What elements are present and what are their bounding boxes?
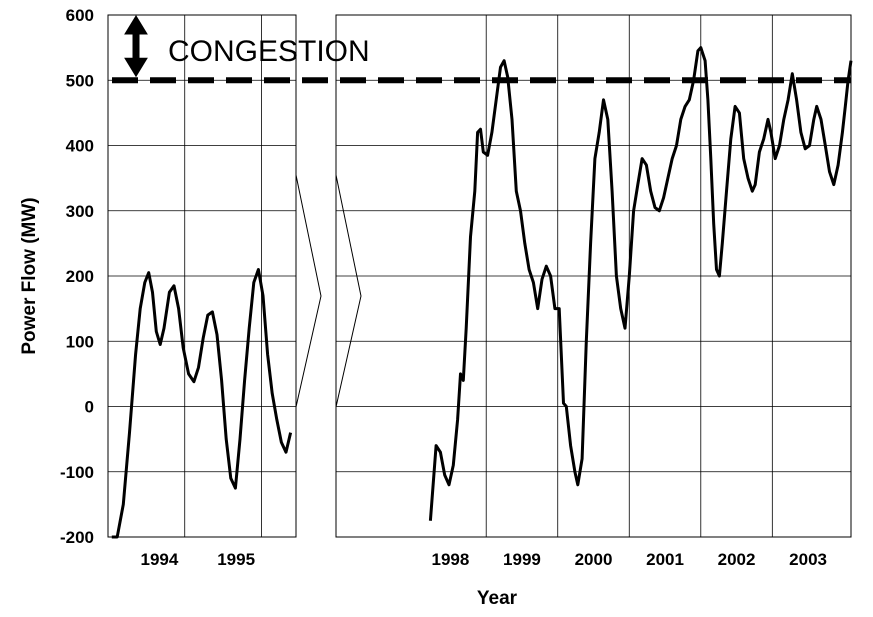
y-tick-label: 600	[66, 6, 94, 25]
series-line-average	[111, 268, 293, 539]
x-tick-label: 2001	[646, 550, 684, 569]
congestion-label: CONGESTION	[168, 35, 370, 68]
y-tick-label: 500	[66, 71, 94, 90]
grid-layer	[108, 14, 851, 538]
x-tick-label: 1998	[432, 550, 470, 569]
x-tick-label: 2003	[789, 550, 827, 569]
plot-frame-left	[107, 14, 297, 538]
series-line-average	[428, 46, 853, 521]
y-tick-label: -100	[60, 463, 94, 482]
y-tick-labels: -200 -100 0 100 200 300 400 500 600	[60, 6, 94, 547]
axis-break-left	[295, 174, 322, 408]
y-axis-label: Power Flow (MW)	[19, 197, 40, 354]
axis-break-right	[335, 174, 362, 408]
plot-frame-right	[335, 14, 852, 538]
y-tick-label: 300	[66, 202, 94, 221]
axis-break	[295, 174, 362, 408]
x-tick-label: 2000	[575, 550, 613, 569]
x-tick-label: 1994	[140, 550, 178, 569]
double-arrow-icon	[124, 15, 148, 78]
plot-frames	[107, 14, 852, 538]
x-tick-label: 1995	[217, 550, 255, 569]
x-tick-label: 2002	[718, 550, 756, 569]
y-tick-label: 0	[85, 398, 94, 417]
x-tick-labels: 1994 1995 1998 1999 2000 2001 2002 2003	[140, 550, 826, 569]
x-tick-label: 1999	[503, 550, 541, 569]
y-tick-label: 100	[66, 332, 94, 351]
y-tick-label: -200	[60, 528, 94, 547]
congestion-marker: CONGESTION	[112, 15, 851, 84]
x-axis-label: Year	[477, 588, 518, 609]
y-tick-label: 400	[66, 137, 94, 156]
series-layer	[111, 46, 853, 539]
y-tick-label: 200	[66, 267, 94, 286]
